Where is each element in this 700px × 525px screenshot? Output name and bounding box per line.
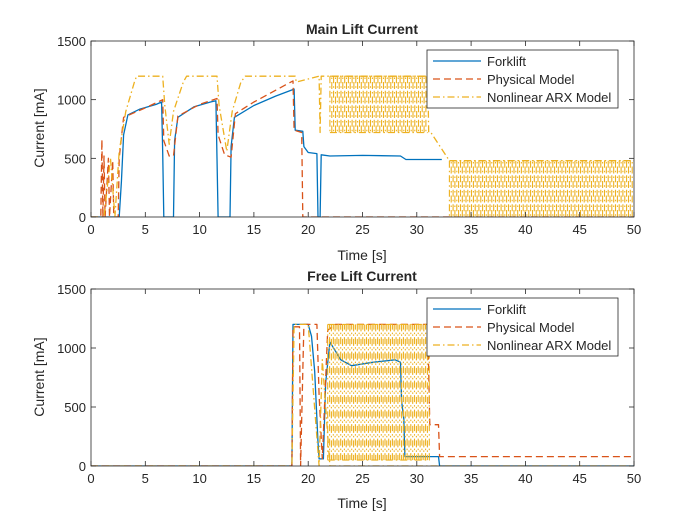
x-tick-label: 30 <box>410 471 424 486</box>
y-tick-label: 500 <box>64 400 86 415</box>
x-tick-label: 40 <box>518 222 532 237</box>
y-tick-label: 1500 <box>57 34 86 49</box>
x-tick-label: 15 <box>247 471 261 486</box>
x-axis-label: Time [s] <box>337 495 386 511</box>
x-tick-label: 20 <box>301 222 315 237</box>
legend-label: Forklift <box>487 54 526 69</box>
series-line-forklift <box>91 88 442 217</box>
x-tick-label: 25 <box>355 222 369 237</box>
x-tick-label: 45 <box>572 222 586 237</box>
x-tick-label: 20 <box>301 471 315 486</box>
x-tick-label: 5 <box>142 471 149 486</box>
legend: Forklift Physical Model Nonlinear ARX Mode… <box>426 49 619 109</box>
x-axis-label: Time [s] <box>337 247 386 263</box>
y-tick-label: 0 <box>79 459 86 474</box>
legend-label: Forklift <box>487 302 526 317</box>
legend-label: Nonlinear ARX Model <box>487 338 611 353</box>
x-tick-label: 0 <box>87 471 94 486</box>
y-tick-label: 1000 <box>57 341 86 356</box>
x-tick-label: 40 <box>518 471 532 486</box>
x-tick-label: 10 <box>192 471 206 486</box>
series-group <box>91 323 634 466</box>
x-tick-label: 45 <box>572 471 586 486</box>
legend-label: Nonlinear ARX Model <box>487 90 611 105</box>
x-tick-label: 0 <box>87 222 94 237</box>
y-tick-label: 500 <box>64 151 86 166</box>
y-tick-label: 1500 <box>57 282 86 297</box>
series-line-forklift <box>91 323 634 466</box>
x-tick-label: 10 <box>192 222 206 237</box>
chart-title: Main Lift Current <box>306 21 418 37</box>
series-line-physical-model <box>91 80 634 217</box>
legend-label: Physical Model <box>487 72 575 87</box>
y-tick-label: 0 <box>79 210 86 225</box>
x-tick-label: 35 <box>464 471 478 486</box>
y-axis-label: Current [mA] <box>31 337 47 416</box>
legend-label: Physical Model <box>487 320 575 335</box>
y-tick-label: 1000 <box>57 93 86 108</box>
x-tick-label: 5 <box>142 222 149 237</box>
axes-free-lift-current: Free Lift Current Time [s] Current [mA] … <box>31 268 641 511</box>
series-line-nonlinear-arx-model <box>91 323 634 466</box>
series-line-nonlinear-arx-model <box>91 75 634 217</box>
y-axis-label: Current [mA] <box>31 88 47 167</box>
x-tick-label: 50 <box>627 222 641 237</box>
x-tick-label: 50 <box>627 471 641 486</box>
x-tick-label: 15 <box>247 222 261 237</box>
x-tick-label: 35 <box>464 222 478 237</box>
axes-main-lift-current: Main Lift Current Time [s] Current [mA] … <box>31 21 641 263</box>
chart-title: Free Lift Current <box>307 268 417 284</box>
x-tick-label: 25 <box>355 471 369 486</box>
x-tick-label: 30 <box>410 222 424 237</box>
legend: Forklift Physical Model Nonlinear ARX Mode… <box>426 297 619 357</box>
series-group <box>91 75 634 217</box>
